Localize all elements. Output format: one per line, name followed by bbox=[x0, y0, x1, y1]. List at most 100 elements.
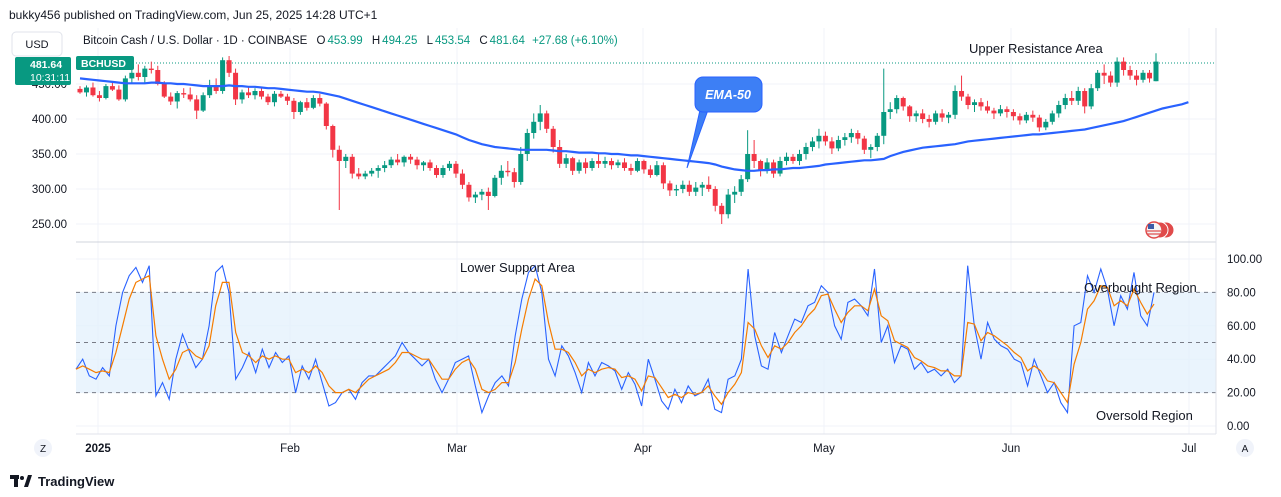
candle[interactable] bbox=[550, 126, 556, 153]
candle[interactable] bbox=[1075, 86, 1081, 105]
candle[interactable] bbox=[226, 56, 232, 77]
candle[interactable] bbox=[667, 180, 673, 196]
candle[interactable] bbox=[258, 86, 264, 100]
candle[interactable] bbox=[1062, 93, 1068, 110]
candle[interactable] bbox=[848, 128, 854, 143]
candlestick-series[interactable] bbox=[77, 53, 1159, 224]
candle[interactable] bbox=[660, 162, 666, 189]
candle[interactable] bbox=[596, 154, 602, 168]
candle[interactable] bbox=[511, 168, 517, 188]
candle[interactable] bbox=[634, 158, 640, 173]
candle[interactable] bbox=[1049, 110, 1055, 125]
candle[interactable] bbox=[278, 91, 284, 98]
candle[interactable] bbox=[621, 158, 627, 171]
candle[interactable] bbox=[972, 99, 978, 112]
candle[interactable] bbox=[589, 158, 595, 171]
candle[interactable] bbox=[881, 68, 887, 145]
candle[interactable] bbox=[83, 85, 89, 97]
candle[interactable] bbox=[103, 84, 109, 100]
candle[interactable] bbox=[822, 131, 828, 146]
candle[interactable] bbox=[641, 159, 647, 174]
candle[interactable] bbox=[518, 147, 524, 185]
candle[interactable] bbox=[304, 98, 310, 111]
candle[interactable] bbox=[382, 161, 388, 173]
candle[interactable] bbox=[142, 65, 148, 83]
candle[interactable] bbox=[414, 156, 420, 170]
candle[interactable] bbox=[330, 124, 336, 158]
candle[interactable] bbox=[777, 156, 783, 177]
symbol-legend[interactable]: Bitcoin Cash / U.S. Dollar · 1D · COINBA… bbox=[83, 35, 618, 47]
candle[interactable] bbox=[466, 182, 472, 202]
candle[interactable] bbox=[874, 133, 880, 152]
candle[interactable] bbox=[479, 189, 485, 201]
candle[interactable] bbox=[809, 137, 815, 152]
candle[interactable] bbox=[440, 165, 446, 178]
candle[interactable] bbox=[434, 165, 440, 178]
candle[interactable] bbox=[751, 140, 757, 168]
candle[interactable] bbox=[784, 152, 790, 166]
candle[interactable] bbox=[174, 91, 180, 109]
candle[interactable] bbox=[900, 96, 906, 111]
candle[interactable] bbox=[861, 135, 867, 154]
candle[interactable] bbox=[686, 180, 692, 196]
candle[interactable] bbox=[835, 135, 841, 152]
candle[interactable] bbox=[148, 61, 154, 74]
candle[interactable] bbox=[719, 203, 725, 224]
candle[interactable] bbox=[926, 114, 932, 128]
candle[interactable] bbox=[907, 105, 913, 122]
ema-50-line[interactable] bbox=[79, 77, 1189, 172]
candle[interactable] bbox=[200, 92, 206, 112]
auto-scale-button[interactable] bbox=[1236, 439, 1254, 457]
candle[interactable] bbox=[77, 86, 83, 94]
candle[interactable] bbox=[194, 95, 200, 119]
candle[interactable] bbox=[1153, 53, 1159, 82]
candle[interactable] bbox=[1017, 113, 1023, 125]
candle[interactable] bbox=[796, 149, 802, 166]
candle[interactable] bbox=[790, 154, 796, 164]
candle[interactable] bbox=[207, 79, 213, 98]
candle[interactable] bbox=[427, 159, 433, 171]
rsi-line[interactable] bbox=[75, 264, 1155, 415]
candle[interactable] bbox=[673, 184, 679, 196]
candle[interactable] bbox=[524, 128, 530, 161]
candle[interactable] bbox=[959, 75, 965, 101]
candle[interactable] bbox=[531, 113, 537, 139]
candle[interactable] bbox=[1127, 65, 1133, 80]
candle[interactable] bbox=[369, 168, 375, 177]
candle[interactable] bbox=[745, 130, 751, 182]
candle[interactable] bbox=[356, 168, 362, 180]
candle[interactable] bbox=[271, 91, 277, 107]
candle[interactable] bbox=[1121, 57, 1127, 76]
candle[interactable] bbox=[349, 154, 355, 179]
candle[interactable] bbox=[1004, 106, 1010, 118]
country-flag-icon[interactable] bbox=[1145, 221, 1175, 239]
candle[interactable] bbox=[894, 95, 900, 114]
tradingview-brand[interactable]: TradingView bbox=[10, 471, 114, 491]
candle[interactable] bbox=[459, 169, 465, 189]
candle[interactable] bbox=[537, 105, 543, 131]
candle[interactable] bbox=[505, 161, 511, 177]
candle[interactable] bbox=[395, 154, 401, 166]
candle[interactable] bbox=[991, 107, 997, 119]
candle[interactable] bbox=[913, 110, 919, 122]
candle[interactable] bbox=[563, 154, 569, 168]
candle[interactable] bbox=[187, 87, 193, 102]
candle[interactable] bbox=[609, 158, 615, 170]
candle[interactable] bbox=[868, 144, 874, 159]
candle[interactable] bbox=[317, 93, 323, 107]
candle[interactable] bbox=[680, 180, 686, 194]
candle[interactable] bbox=[647, 165, 653, 178]
candle[interactable] bbox=[472, 191, 478, 203]
candle[interactable] bbox=[855, 130, 861, 145]
candle[interactable] bbox=[96, 91, 102, 102]
candle[interactable] bbox=[220, 57, 226, 94]
candle[interactable] bbox=[984, 100, 990, 114]
candle[interactable] bbox=[1140, 70, 1146, 83]
candle[interactable] bbox=[388, 156, 394, 168]
candle[interactable] bbox=[284, 93, 290, 105]
candle[interactable] bbox=[764, 158, 770, 174]
candle[interactable] bbox=[1069, 91, 1075, 105]
candle[interactable] bbox=[168, 92, 174, 105]
candle[interactable] bbox=[135, 64, 141, 81]
candle[interactable] bbox=[803, 142, 809, 160]
